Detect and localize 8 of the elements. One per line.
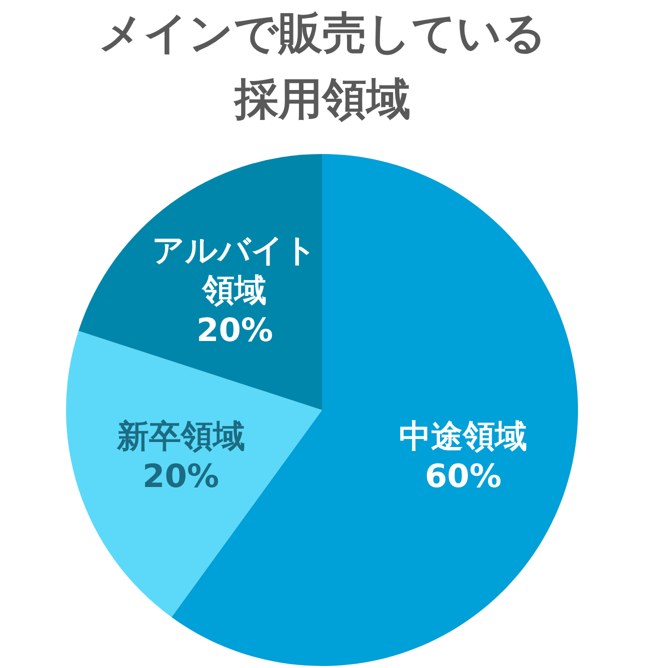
slice-label: アルバイト領域 <box>152 230 318 309</box>
pie-slice <box>78 154 322 410</box>
chart-title: メインで販売している採用領域 <box>98 8 546 125</box>
slice-label: 中途領域 <box>399 416 528 455</box>
data-label: 60% <box>424 456 502 495</box>
data-label: 20% <box>142 456 220 495</box>
slice-label: 新卒領域 <box>116 416 245 455</box>
data-label: 20% <box>196 310 274 349</box>
